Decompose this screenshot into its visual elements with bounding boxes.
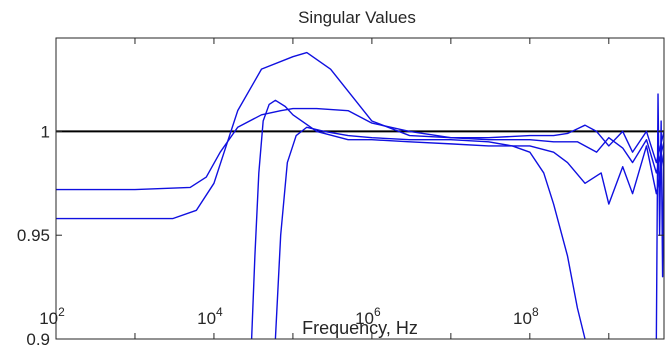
axes-box — [55, 37, 665, 340]
series-line-2 — [56, 107, 664, 191]
chart-title: Singular Values — [298, 8, 416, 27]
tick-layer: 102 104 106 108 0.9 0.95 1 — [17, 38, 664, 345]
x-tick-label: 102 — [39, 305, 65, 328]
y-tick-label: 0.95 — [17, 226, 50, 245]
x-tick-label: 108 — [513, 305, 539, 328]
series-line-5 — [655, 93, 664, 339]
x-axis-label: Frequency, Hz — [302, 318, 418, 338]
x-tick-label: 104 — [197, 305, 223, 328]
series-line-3 — [250, 99, 664, 339]
y-tick-label: 1 — [41, 122, 50, 141]
x-tick-label: 106 — [355, 305, 381, 328]
series-layer — [56, 51, 664, 339]
y-tick-label: 0.9 — [26, 330, 50, 345]
series-line-4 — [274, 126, 586, 339]
